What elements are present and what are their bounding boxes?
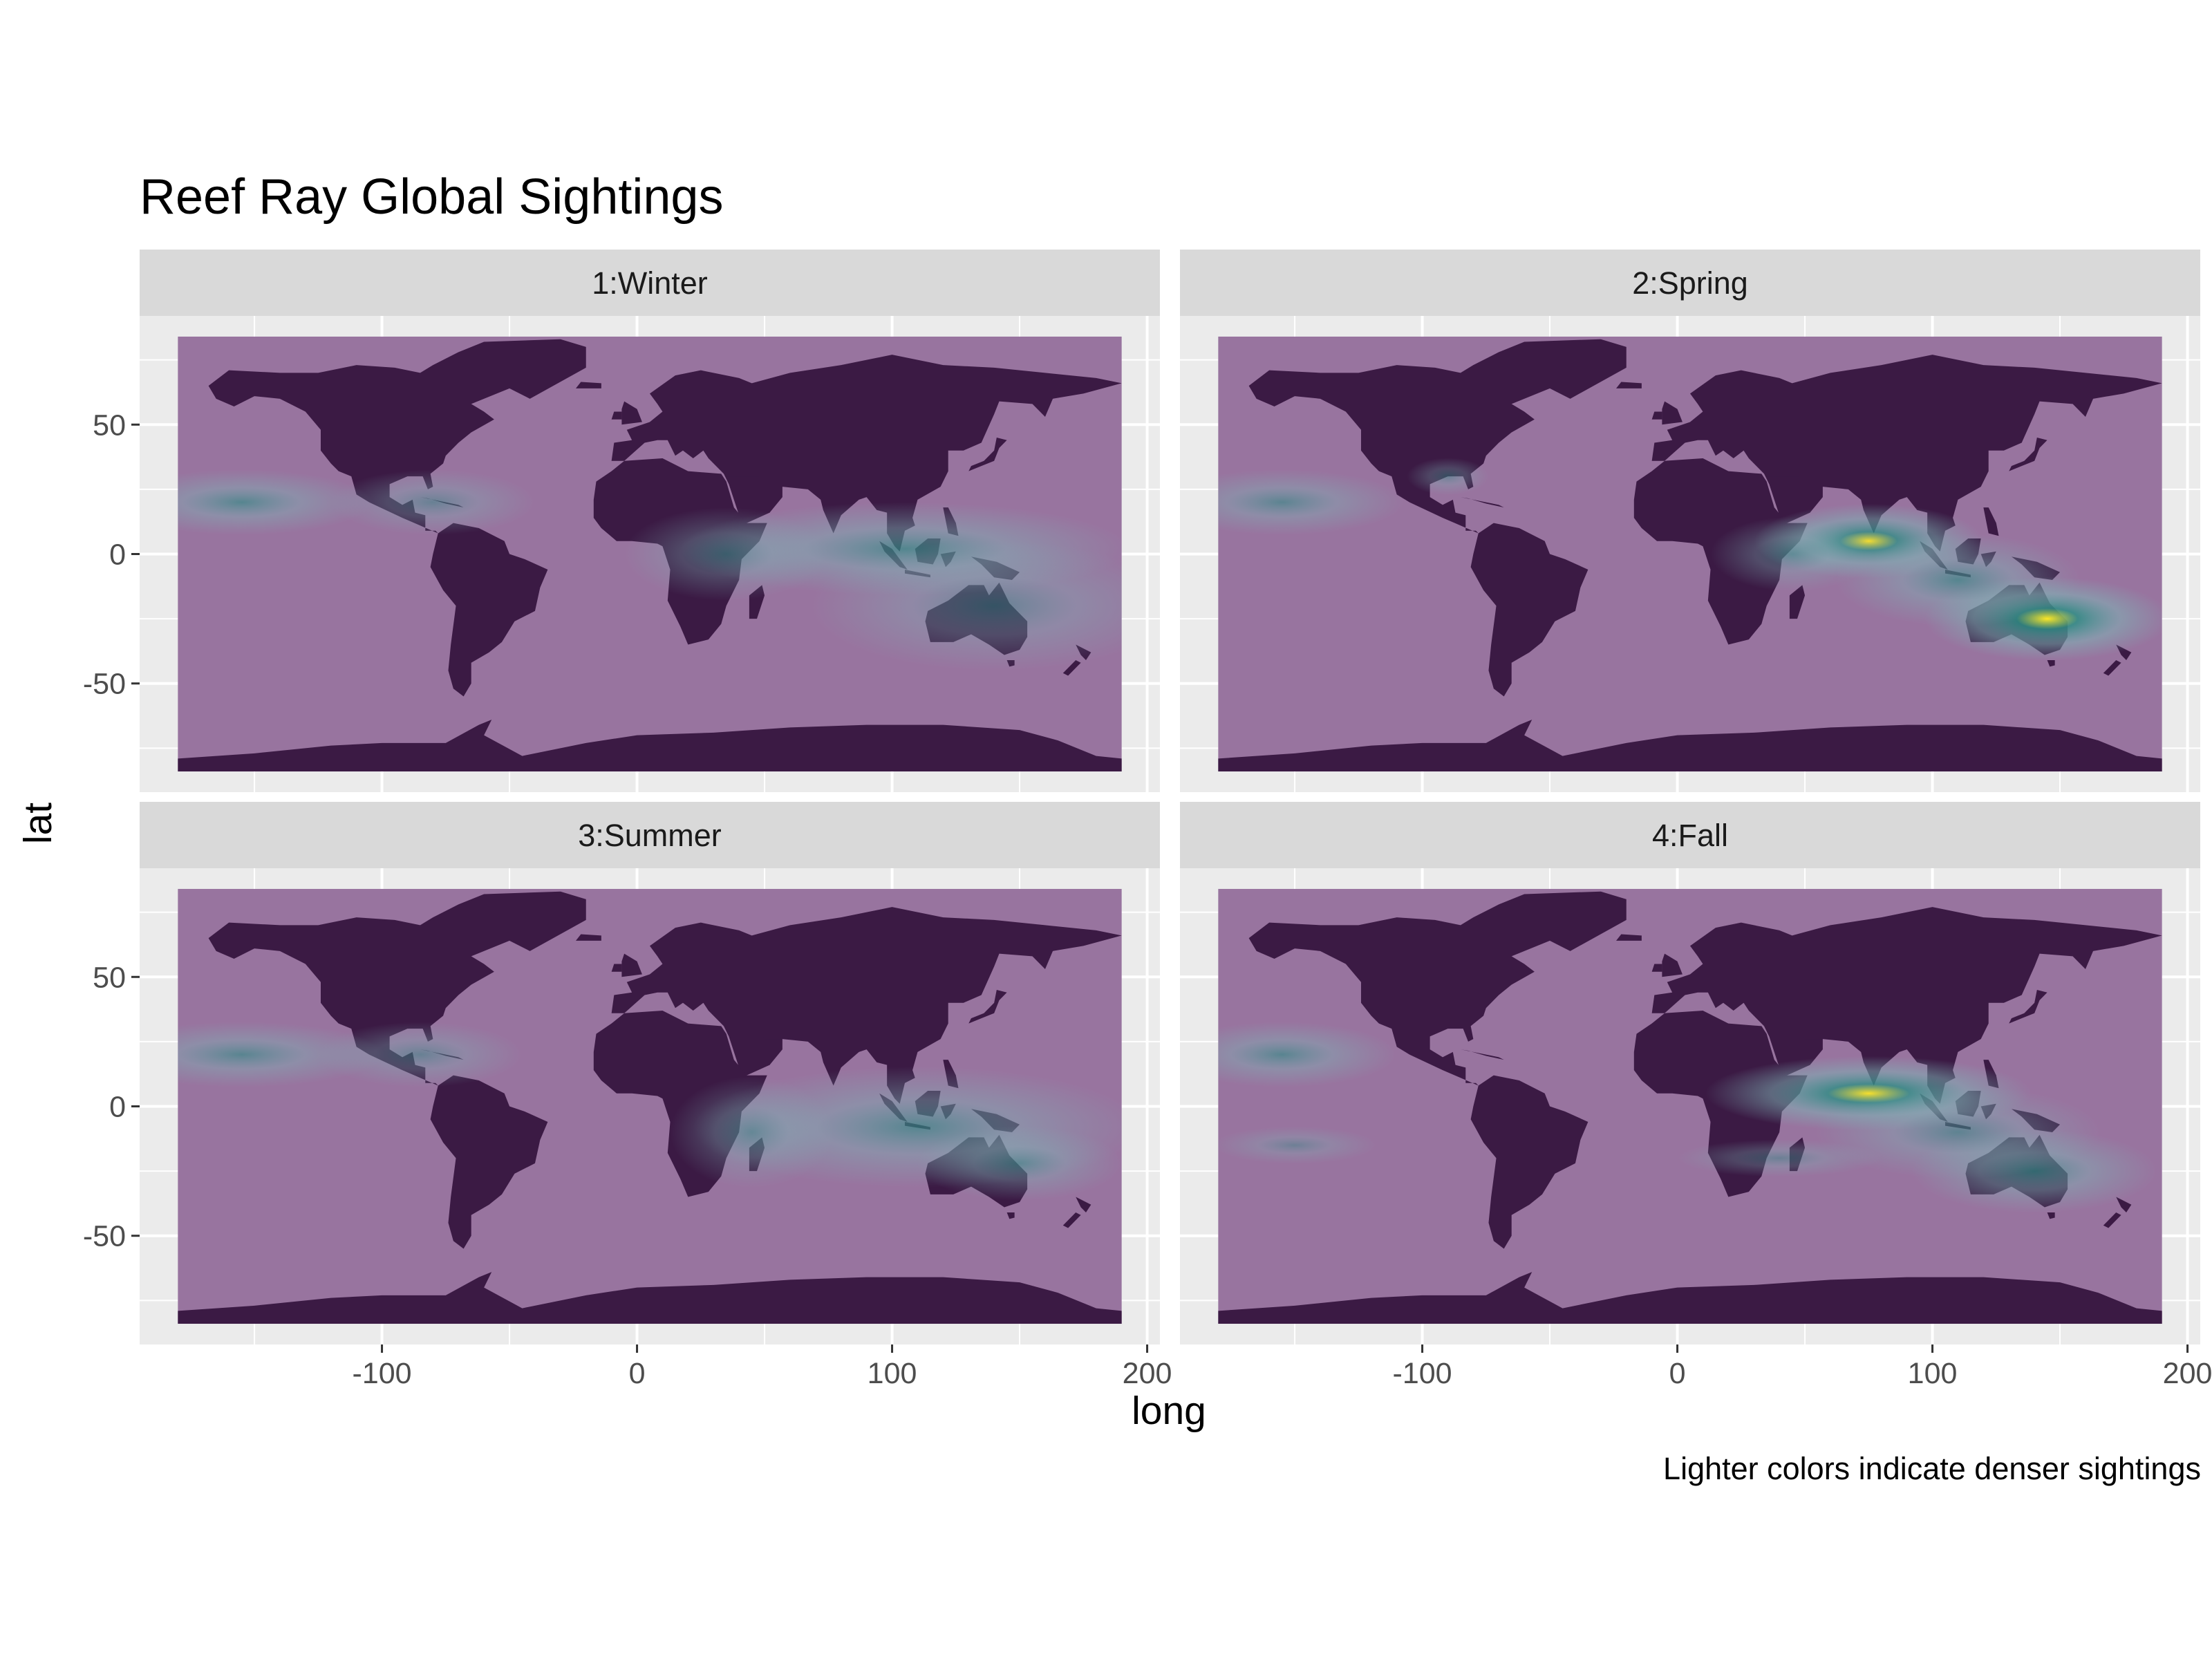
x-tick-label: -100 [353, 1357, 412, 1390]
y-tick-label: -50 [83, 668, 126, 701]
density-hotspot [810, 541, 1122, 671]
density-hotspot [624, 507, 829, 601]
facet-strip-label: 2:Spring [1632, 265, 1748, 301]
y-axis: 50 0 -50 50 0 -50 [83, 409, 140, 1253]
facet-panel-spring: 2:Spring [1180, 250, 2200, 792]
density-hotspot [670, 1076, 834, 1188]
facet-panel-fall: 4:Fall [1180, 802, 2200, 1344]
density-hotspot [1218, 1126, 1377, 1164]
density-hotspot [1407, 458, 1489, 496]
x-axis: -100 0 100 200 -100 0 100 200 [353, 1344, 2212, 1390]
x-tick-label: -100 [1393, 1357, 1452, 1390]
x-tick-label: 0 [629, 1357, 646, 1390]
x-tick-label: 200 [1123, 1357, 1172, 1390]
density-hotspot [1835, 533, 2081, 627]
density-hotspot [1218, 1022, 1396, 1087]
y-axis-title: lat [16, 803, 60, 844]
facet-panel-winter: 1:Winter [140, 250, 1160, 792]
chart-title: Reef Ray Global Sightings [140, 169, 723, 225]
x-axis-title: long [1132, 1389, 1206, 1433]
facet-strip [1180, 250, 2200, 316]
y-tick-label: -50 [83, 1220, 126, 1253]
chart-caption: Lighter colors indicate denser sightings [1663, 1451, 2201, 1486]
facet-strip-label: 1:Winter [592, 265, 708, 301]
density-hotspot [1218, 469, 1405, 535]
y-tick-label: 50 [93, 409, 126, 442]
facet-strip [1180, 802, 2200, 868]
density-hotspot [178, 469, 373, 535]
density-hotspot [1677, 1139, 1882, 1177]
x-tick-label: 100 [1908, 1357, 1958, 1390]
density-hotspot [318, 1022, 523, 1087]
facet-strip [140, 802, 1160, 868]
density-hotspot [1710, 516, 1874, 592]
facet-strip-label: 4:Fall [1652, 818, 1728, 853]
y-tick-label: 50 [93, 961, 126, 994]
density-layer [1218, 458, 2162, 661]
density-layer [1218, 1022, 2157, 1213]
density-hotspot [917, 1125, 1122, 1201]
y-tick-label: 0 [109, 1091, 126, 1124]
density-hotspot [1815, 1085, 2101, 1179]
facet-strip-label: 3:Summer [578, 818, 722, 853]
density-hotspot [330, 469, 535, 535]
density-layer [178, 469, 1122, 671]
facet-panel-summer: 3:Summer [140, 802, 1160, 1344]
x-tick-label: 200 [2163, 1357, 2212, 1390]
facet-strip [140, 250, 1160, 316]
facets-layer: 1:Winter 2:Spring 3:Summer 4:Fall [140, 250, 2200, 1344]
y-tick-label: 0 [109, 538, 126, 572]
x-tick-label: 100 [868, 1357, 917, 1390]
x-tick-label: 0 [1669, 1357, 1686, 1390]
density-layer [178, 1022, 1122, 1201]
